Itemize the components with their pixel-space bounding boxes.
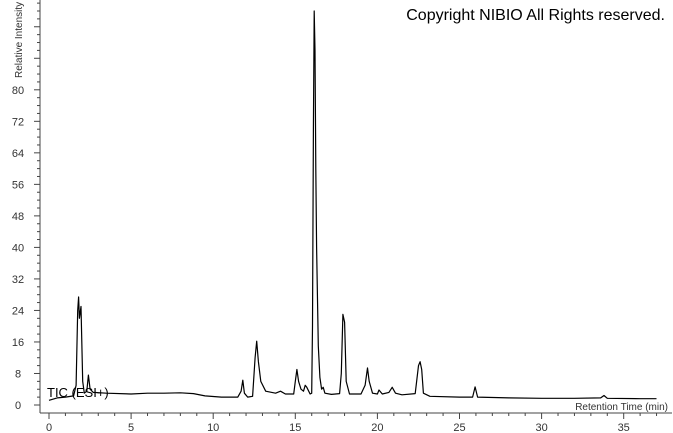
axes: 0 8 16 24 32 40 48 56 64 72 80 0 5 10 15 20 25 30 35 (12, 0, 672, 433)
y-tick-label: 64 (12, 148, 24, 160)
y-tick-label: 80 (12, 85, 24, 97)
trace-label: TIC (ESI+) (47, 385, 109, 400)
x-tick-label: 25 (453, 422, 465, 433)
x-tick-label: 30 (535, 422, 547, 433)
x-tick-label: 20 (371, 422, 383, 433)
y-tick-label: 56 (12, 179, 24, 191)
y-tick-label: 0 (15, 400, 21, 412)
x-tick-label: 10 (207, 422, 219, 433)
y-tick-label: 8 (15, 368, 21, 380)
x-tick-label: 15 (289, 422, 301, 433)
x-tick-label: 5 (128, 422, 134, 433)
y-tick-label: 48 (12, 211, 24, 223)
y-tick-label: 40 (12, 242, 24, 254)
y-tick-label: 72 (12, 116, 24, 128)
x-tick-label: 0 (46, 422, 52, 433)
y-tick-label: 32 (12, 274, 24, 286)
trace-layer (48, 10, 657, 401)
x-axis-label: Retention Time (min) (575, 402, 668, 413)
x-tick-label: 35 (618, 422, 630, 433)
y-tick-label: 16 (12, 337, 24, 349)
copyright-text: Copyright NIBIO All Rights reserved. (406, 7, 665, 24)
y-axis-label: Relative Intensity (14, 2, 25, 78)
tic-trace-line (48, 10, 657, 401)
y-tick-label: 24 (12, 305, 24, 317)
